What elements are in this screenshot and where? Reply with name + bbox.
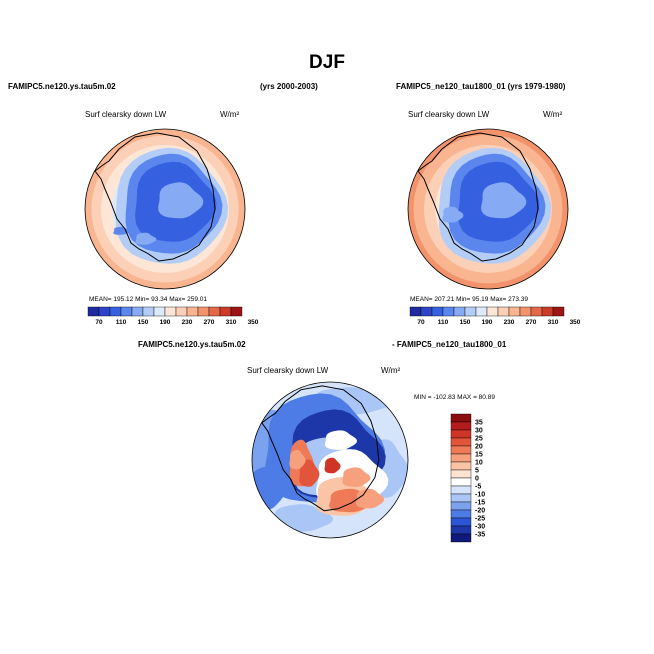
panel2-colorbar-tick-label: 270 [526,319,537,326]
panel1-colorbar-swatch [230,306,243,317]
panel3-coastline [261,385,380,512]
panel1-field [135,232,157,245]
panel3-colorbar-swatch [450,525,472,535]
panel1-colorbar-tick-label: 270 [204,319,215,326]
panel1-units: W/m² [220,110,240,119]
panel1-stats: MEAN= 195.12 Min= 93.34 Max= 259.01 [89,296,207,303]
panel1-field [158,182,204,219]
panel3-colorbar-tick-label: 30 [475,428,483,435]
panel3-colorbar-tick-label: 25 [475,436,483,443]
panel3-colorbar-swatch [450,461,472,471]
panel3-stats: MIN = -102.83 MAX = 80.89 [414,394,495,401]
panel2-colorbar-tick-label: 190 [482,319,493,326]
panel1-coastline [94,132,216,262]
panel3-colorbar-swatch [450,477,472,487]
panel2-colorbar-tick-label: 70 [417,319,425,326]
panel3-colorbar-tick-label: -20 [475,508,485,515]
left-case-header: FAMIPC5.ne120.ys.tau5m.02 [8,82,116,91]
panel3-colorbar-tick-label: 5 [475,468,479,475]
panel2-colorbar-swatch [552,306,565,317]
panel2-variable: Surf clearsky down LW [408,110,490,119]
panel3-colorbar-tick-label: -30 [475,524,485,531]
panel3-colorbar-swatch [450,533,472,543]
panel3-field [299,459,320,487]
panel2-colorbar-tick-label: 150 [460,319,471,326]
panel3-field [273,504,334,532]
panel2-colorbar-tick-label: 230 [504,319,515,326]
panel3-field [342,467,371,487]
panel1-variable: Surf clearsky down LW [85,110,167,119]
panel3-colorbar-swatch [450,469,472,479]
panel1-colorbar-tick-label: 150 [138,319,149,326]
panel3-colorbar-swatch [450,501,472,511]
diff-label-left: FAMIPC5.ne120.ys.tau5m.02 [138,340,246,349]
panel3-colorbar-tick-label: -5 [475,484,481,491]
panel3-colorbar-swatch [450,421,472,431]
panel3-colorbar-swatch [450,453,472,463]
panel2-field [442,206,464,223]
panel1-colorbar-tick-label: 310 [226,319,237,326]
panel3-colorbar-swatch [450,413,472,423]
panel1-colorbar-tick-label: 230 [182,319,193,326]
panel3-field [324,457,341,474]
panel3-units: W/m² [381,366,401,375]
panel1-field [113,226,131,235]
panel2-colorbar-tick-label: 310 [548,319,559,326]
panel3-field [324,430,357,450]
panel3-variable: Surf clearsky down LW [247,366,329,375]
panel3-colorbar-tick-label: -35 [475,532,485,539]
left-case-years: (yrs 2000-2003) [260,82,318,91]
panel3-colorbar-swatch [450,485,472,495]
panel3-colorbar-tick-label: -10 [475,492,485,499]
figure-title: DJF [309,52,345,73]
right-case-header: FAMIPC5_ne120_tau1800_01 (yrs 1979-1980) [396,82,566,91]
panel3-colorbar-swatch [450,493,472,503]
panel3-colorbar-tick-label: 10 [475,460,483,467]
panel3-colorbar-tick-label: 20 [475,444,483,451]
panel1-colorbar-tick-label: 110 [116,319,127,326]
panel3-colorbar-swatch [450,509,472,519]
panel2-field [481,182,527,219]
panel3-colorbar-tick-label: -25 [475,516,485,523]
panel2-colorbar-tick-label: 350 [570,319,581,326]
panel3-field [272,412,293,429]
panel1-colorbar-tick-label: 70 [95,319,103,326]
panel3-field [356,488,385,509]
panel2-units: W/m² [543,110,563,119]
panel2-colorbar-tick-label: 110 [438,319,449,326]
panel1-colorbar-tick-label: 350 [248,319,259,326]
diff-label-right: - FAMIPC5_ne120_tau1800_01 [392,340,507,349]
panel3-border [251,381,409,539]
panel3-colorbar-swatch [450,517,472,527]
panel3-colorbar-swatch [450,437,472,447]
panel2-border [407,128,569,290]
panel2-coastline [417,132,539,262]
panel3-colorbar-tick-label: 35 [475,420,483,427]
panel1-colorbar-tick-label: 190 [160,319,171,326]
panel3-colorbar-swatch [450,445,472,455]
panel3-colorbar-swatch [450,429,472,439]
panel3-colorbar-tick-label: -15 [475,500,485,507]
panel3-colorbar-tick-label: 15 [475,452,483,459]
panel2-stats: MEAN= 207.21 Min= 95.19 Max= 273.39 [410,296,528,303]
panel1-border [84,128,246,290]
panel3-field [289,449,306,470]
panel3-colorbar-tick-label: 0 [475,476,479,483]
